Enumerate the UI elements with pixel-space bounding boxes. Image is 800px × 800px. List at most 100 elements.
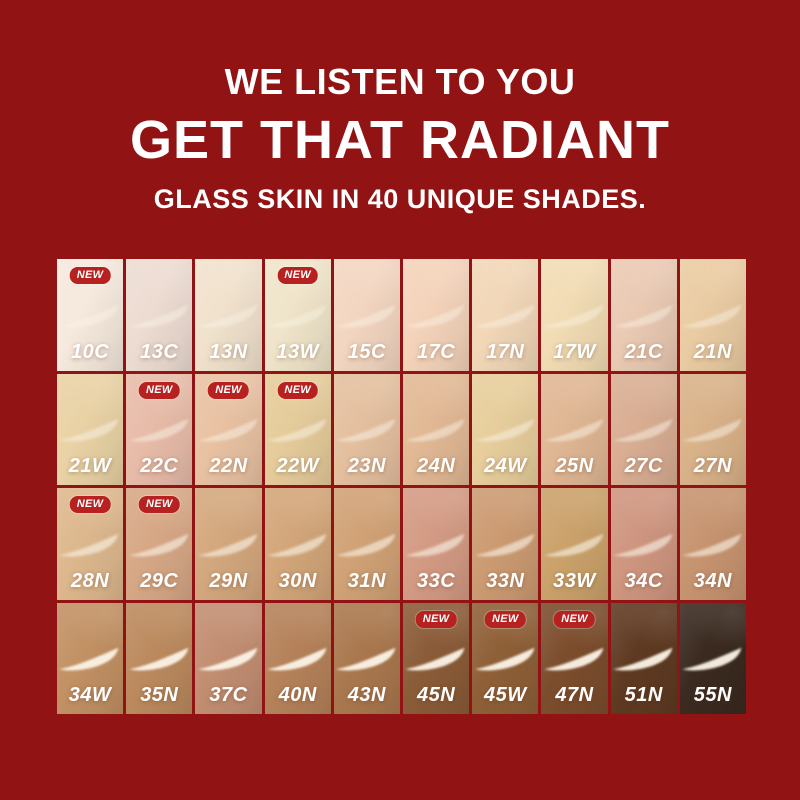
gloss-streak-icon xyxy=(267,533,327,557)
shade-swatch-13c: 13C xyxy=(126,259,193,371)
shade-swatch-17w: 17W xyxy=(541,259,608,371)
headline-subline: GLASS SKIN IN 40 UNIQUE SHADES. xyxy=(153,184,647,214)
shade-swatch-25n: 25N xyxy=(541,373,608,485)
gloss-streak-icon xyxy=(405,533,465,557)
new-badge: NEW xyxy=(484,610,526,628)
shade-swatch-34c: 34C xyxy=(610,488,677,600)
shade-code-label: 10C xyxy=(70,340,110,363)
shade-swatch-29c: NEW 29C xyxy=(126,488,193,600)
shade-swatch-22w: NEW 22W xyxy=(264,373,331,485)
shade-code-label: 21C xyxy=(624,340,663,363)
shade-code-label: 24N xyxy=(416,455,456,477)
shade-code-label: 22C xyxy=(140,455,179,477)
shade-swatch-29n: 29N xyxy=(195,488,262,600)
gloss-streak-icon xyxy=(59,304,119,328)
gloss-streak-icon xyxy=(543,304,604,328)
shade-swatch-27c: 27C xyxy=(610,373,677,485)
shade-code-label: 25N xyxy=(555,455,594,477)
shade-swatch-24w: 24W xyxy=(472,373,539,485)
shade-swatch-33c: 33C xyxy=(402,488,470,600)
shade-swatch-27n: 27N xyxy=(679,373,746,485)
shade-code-label: 30N xyxy=(278,569,317,592)
shade-code-label: 29C xyxy=(140,569,179,592)
gloss-streak-icon xyxy=(197,533,258,557)
gloss-streak-icon xyxy=(128,304,188,328)
shade-swatch-21n: 21N xyxy=(679,259,746,371)
shade-code-label: 29N xyxy=(209,569,248,592)
shade-code-label: 34N xyxy=(693,569,732,592)
shade-swatch-34n: 34N xyxy=(679,488,746,600)
shade-code-label: 21W xyxy=(68,455,112,477)
gloss-streak-icon xyxy=(543,647,604,671)
shade-swatch-55n: 55N xyxy=(679,602,746,714)
shade-code-label: 33N xyxy=(486,569,525,592)
gloss-streak-icon xyxy=(59,647,119,671)
shade-swatch-51n: 51N xyxy=(610,602,677,714)
gloss-streak-icon xyxy=(336,418,396,442)
shade-code-label: 43N xyxy=(347,684,386,706)
gloss-streak-icon xyxy=(405,304,465,328)
shade-swatch-28n: NEW 28N xyxy=(57,488,124,600)
shade-code-label: 17W xyxy=(553,340,596,363)
shade-swatch-33w: 33W xyxy=(541,488,608,600)
shade-swatch-21w: 21W xyxy=(57,373,124,485)
shade-code-label: 22N xyxy=(209,455,248,477)
shade-code-label: 31N xyxy=(347,569,386,592)
shade-code-label: 55N xyxy=(693,684,732,706)
shade-code-label: 21N xyxy=(693,340,732,363)
shade-swatch-13n: 13N xyxy=(195,259,262,371)
gloss-streak-icon xyxy=(197,647,258,671)
gloss-streak-icon xyxy=(405,418,465,442)
shade-swatch-40n: 40N xyxy=(264,602,331,714)
gloss-streak-icon xyxy=(543,418,604,442)
gloss-streak-icon xyxy=(474,418,534,442)
new-badge: NEW xyxy=(69,496,111,513)
gloss-streak-icon xyxy=(128,533,188,557)
new-badge: NEW xyxy=(277,267,318,284)
shade-code-label: 23N xyxy=(347,455,386,477)
gloss-streak-icon xyxy=(682,418,742,442)
gloss-streak-icon xyxy=(613,533,673,557)
gloss-streak-icon xyxy=(682,533,742,557)
shade-code-label: 34W xyxy=(68,684,112,706)
gloss-streak-icon xyxy=(267,647,327,671)
gloss-streak-icon xyxy=(405,647,465,671)
shade-code-label: 34C xyxy=(624,569,663,592)
shade-code-label: 28N xyxy=(70,569,110,592)
shade-swatch-22n: NEW 22N xyxy=(195,373,262,485)
new-badge: NEW xyxy=(138,496,180,513)
gloss-streak-icon xyxy=(474,647,534,671)
shade-code-label: 33C xyxy=(416,569,456,592)
shade-code-label: 40N xyxy=(278,684,317,706)
shade-swatch-30n: 30N xyxy=(264,488,331,600)
new-badge: NEW xyxy=(554,610,595,628)
shade-code-label: 27C xyxy=(624,455,663,477)
shade-code-label: 37C xyxy=(209,684,248,706)
gloss-streak-icon xyxy=(682,647,742,671)
shade-swatch-45n: NEW 45N xyxy=(402,602,470,714)
new-badge: NEW xyxy=(277,381,318,399)
gloss-streak-icon xyxy=(128,647,188,671)
new-badge: NEW xyxy=(69,267,111,284)
shade-swatch-22c: NEW 22C xyxy=(126,373,193,485)
gloss-streak-icon xyxy=(613,418,673,442)
gloss-streak-icon xyxy=(59,533,119,557)
gloss-streak-icon xyxy=(197,304,258,328)
shade-code-label: 47N xyxy=(555,684,594,706)
gloss-streak-icon xyxy=(336,647,396,671)
shade-swatch-15c: 15C xyxy=(333,259,400,371)
shade-swatch-45w: NEW 45W xyxy=(472,602,539,714)
shade-code-label: 45W xyxy=(483,684,527,706)
shade-code-label: 17N xyxy=(486,340,525,363)
shade-code-label: 13W xyxy=(276,340,319,363)
gloss-streak-icon xyxy=(613,304,673,328)
gloss-streak-icon xyxy=(474,304,534,328)
headline-main: GET THAT RADIANT xyxy=(130,110,670,170)
shade-code-label: 15C xyxy=(347,340,386,363)
shade-swatch-34w: 34W xyxy=(57,602,124,714)
gloss-streak-icon xyxy=(59,418,119,442)
shade-swatch-13w: NEW 13W xyxy=(264,259,331,371)
shade-code-label: 33W xyxy=(553,569,596,592)
banner-header: WE LISTEN TO YOU GET THAT RADIANT GLASS … xyxy=(0,0,800,213)
